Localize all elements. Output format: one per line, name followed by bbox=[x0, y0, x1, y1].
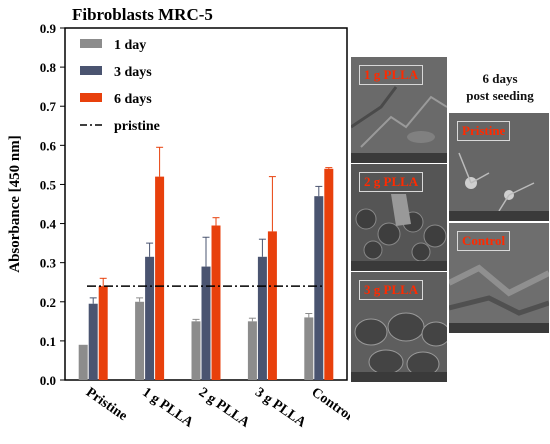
y-tick-label: 0.0 bbox=[40, 373, 56, 388]
bar bbox=[257, 256, 267, 380]
sem-image-1g-plla: 1 g PLLA bbox=[350, 56, 448, 164]
y-tick-label: 0.4 bbox=[40, 217, 57, 232]
sem-texture bbox=[449, 113, 549, 221]
bar bbox=[88, 303, 98, 380]
bar bbox=[211, 225, 221, 380]
sem-image-3g-plla: 3 g PLLA bbox=[350, 271, 448, 383]
sem-texture bbox=[351, 164, 447, 271]
bar bbox=[314, 196, 324, 380]
legend-label: 3 days bbox=[114, 65, 152, 80]
bar bbox=[324, 168, 334, 380]
legend-swatch bbox=[80, 93, 102, 102]
sem-texture bbox=[351, 272, 447, 382]
sem-image-2g-plla: 2 g PLLA bbox=[350, 163, 448, 272]
legend-swatch bbox=[80, 66, 102, 75]
y-tick-label: 0.8 bbox=[40, 60, 57, 75]
bar-chart: Fibroblasts MRC-5 0.0 0.1 0.2 0.3 0.4 0.5 0.6 0.… bbox=[7, 5, 350, 431]
legend-label: 6 days bbox=[114, 92, 152, 107]
bar bbox=[267, 231, 277, 380]
caption-line-1: 6 days bbox=[482, 71, 518, 86]
bar bbox=[135, 301, 145, 380]
bar bbox=[78, 344, 88, 380]
bar bbox=[201, 266, 211, 380]
y-tick-label: 0.6 bbox=[40, 138, 57, 153]
bar bbox=[98, 286, 108, 380]
sem-label-1g-plla: 1 g PLLA bbox=[359, 65, 424, 85]
bar bbox=[304, 317, 314, 380]
bar bbox=[191, 321, 201, 380]
y-tick-label: 0.7 bbox=[40, 99, 57, 114]
y-tick-label: 0.3 bbox=[40, 256, 57, 271]
sem-label-control: Control bbox=[457, 231, 511, 251]
bar bbox=[145, 256, 155, 380]
legend-label: 1 day bbox=[114, 38, 146, 53]
x-tick-label: 1 g PLLA bbox=[139, 385, 196, 431]
sem-texture bbox=[351, 57, 447, 163]
sem-caption: 6 days post seeding bbox=[450, 70, 550, 104]
sem-label-pristine: Pristine bbox=[457, 121, 511, 141]
x-tick-label: Control bbox=[309, 385, 350, 424]
x-tick-label: Pristine bbox=[83, 385, 130, 424]
sem-label-3g-plla: 3 g PLLA bbox=[359, 280, 424, 300]
sem-texture bbox=[449, 223, 549, 333]
y-tick-label: 0.1 bbox=[40, 334, 56, 349]
y-tick-label: 0.2 bbox=[40, 295, 56, 310]
y-axis-label: Absorbance [450 nm] bbox=[7, 135, 23, 273]
bar bbox=[155, 176, 165, 380]
x-tick-label: 2 g PLLA bbox=[196, 385, 253, 431]
legend-swatch bbox=[80, 39, 102, 48]
x-tick-label: 3 g PLLA bbox=[252, 385, 309, 431]
chart-title: Fibroblasts MRC-5 bbox=[72, 5, 213, 24]
y-tick-label: 0.9 bbox=[40, 21, 57, 36]
sem-label-2g-plla: 2 g PLLA bbox=[359, 172, 424, 192]
y-tick-label: 0.5 bbox=[40, 177, 57, 192]
bar bbox=[247, 321, 257, 380]
sem-image-pristine: Pristine bbox=[448, 112, 550, 222]
caption-line-2: post seeding bbox=[466, 88, 534, 103]
sem-image-control: Control bbox=[448, 222, 550, 334]
legend-label: pristine bbox=[114, 119, 160, 134]
